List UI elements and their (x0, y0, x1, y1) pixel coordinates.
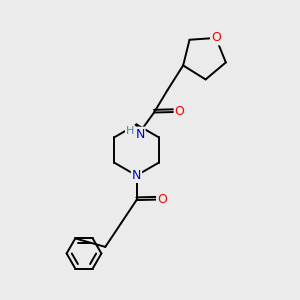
Text: N: N (132, 169, 141, 182)
Text: H: H (126, 125, 134, 136)
Text: O: O (211, 32, 221, 44)
Text: N: N (135, 128, 145, 141)
Text: O: O (175, 105, 184, 119)
Text: O: O (157, 193, 167, 206)
